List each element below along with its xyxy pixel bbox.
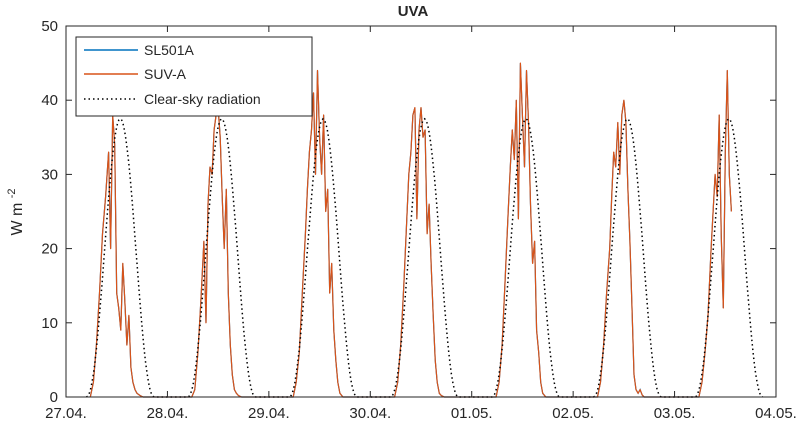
x-tick-label: 02.05. — [552, 405, 594, 422]
y-axis-label-text: W m — [9, 203, 26, 236]
plot-frame — [65, 25, 777, 398]
x-tick-label: 04.05. — [755, 405, 797, 422]
series-line-clear-sky — [85, 117, 764, 398]
y-tick-label: 10 — [41, 315, 58, 332]
legend-label-sl501a: SL501A — [144, 42, 194, 58]
y-tick-label: 30 — [41, 166, 58, 183]
x-tick-label: 01.05. — [451, 405, 493, 422]
legend: SL501A SUV-A Clear-sky radiation — [75, 36, 313, 117]
y-tick-label: 50 — [41, 18, 58, 35]
x-tick-label: 30.04. — [349, 405, 391, 422]
y-axis-label-exponent: -2 — [6, 188, 18, 198]
series-line-suv-a — [89, 62, 732, 398]
y-axis-label: W m -2 — [6, 188, 26, 235]
x-tick-label: 03.05. — [654, 405, 696, 422]
y-tick-label: 20 — [41, 241, 58, 258]
y-tick-label: 40 — [41, 92, 58, 109]
svg-text:W m -2: W m -2 — [6, 188, 26, 235]
legend-label-suv-a: SUV-A — [144, 66, 187, 82]
chart-title: UVA — [398, 3, 429, 20]
legend-label-clear-sky: Clear-sky radiation — [144, 91, 261, 107]
x-tick-label: 29.04. — [248, 405, 290, 422]
series-layer — [85, 62, 764, 398]
x-tick-label: 28.04. — [147, 405, 189, 422]
y-tick-label: 0 — [50, 389, 58, 406]
axis-ticks: 0 10 20 30 40 50 27.04. 28.04. 29.04. 30.04. 01.05… — [41, 18, 797, 422]
x-tick-label: 27.04. — [45, 405, 87, 422]
